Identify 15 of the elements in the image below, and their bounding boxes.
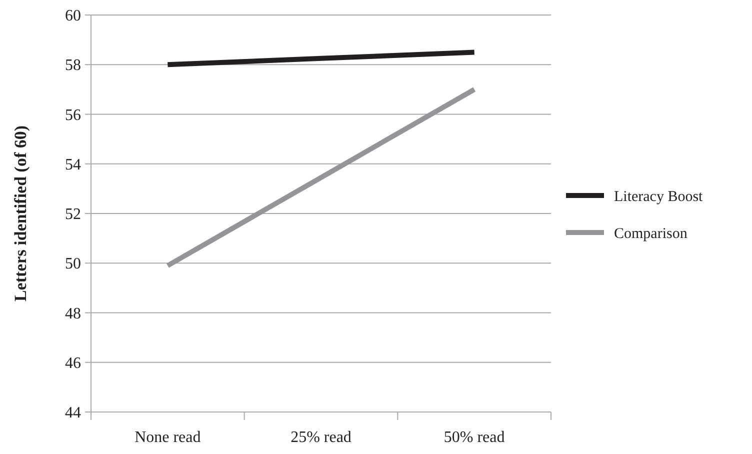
x-tick-label: None read — [134, 429, 201, 446]
y-tick-label: 44 — [65, 404, 81, 422]
y-tick-label: 56 — [65, 106, 81, 124]
legend-label: Comparison — [614, 226, 688, 242]
y-tick-label: 46 — [65, 354, 81, 372]
y-tick-label: 60 — [65, 8, 81, 25]
y-tick-label: 48 — [65, 305, 81, 322]
y-tick-label: 58 — [65, 57, 81, 74]
x-tick-label: 50% read — [444, 429, 505, 446]
y-tick-label: 50 — [65, 256, 81, 273]
legend-label: Literacy Boost — [614, 188, 704, 205]
y-tick-label: 54 — [65, 156, 81, 174]
x-tick-label: 25% read — [290, 429, 352, 446]
y-axis-title: Letters identified (of 60) — [11, 125, 30, 302]
y-tick-label: 52 — [65, 206, 81, 224]
